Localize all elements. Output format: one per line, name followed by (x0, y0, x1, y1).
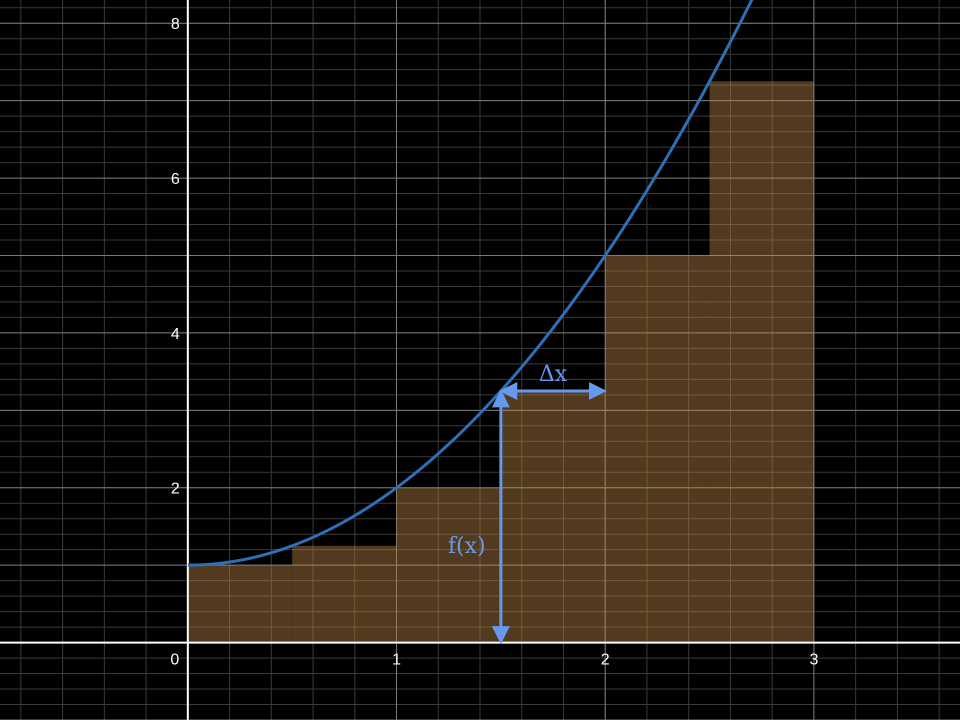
x-tick-label: 2 (601, 652, 610, 669)
riemann-rectangles (187, 81, 814, 643)
x-tick-label: 3 (809, 652, 818, 669)
riemann-rectangle (500, 390, 606, 643)
y-tick-label: 8 (171, 16, 180, 33)
function-curve (187, 0, 754, 567)
f-x-label: f(x) (448, 534, 486, 559)
y-tick-label: 6 (171, 171, 180, 188)
riemann-rectangle (187, 565, 293, 643)
riemann-rectangle (605, 255, 710, 643)
x-tick-label: 1 (392, 652, 401, 669)
annotations: f(x) Δx (448, 362, 607, 645)
riemann-rectangle (709, 81, 814, 643)
tick-labels: 0 1 2 3 2 4 6 8 (170, 16, 818, 668)
riemann-rectangle (292, 545, 397, 643)
y-tick-label: 4 (171, 326, 180, 343)
delta-x-label: Δx (539, 362, 568, 387)
riemann-rectangle (396, 487, 501, 643)
x-tick-label: 0 (170, 652, 179, 669)
y-tick-label: 2 (171, 481, 180, 498)
